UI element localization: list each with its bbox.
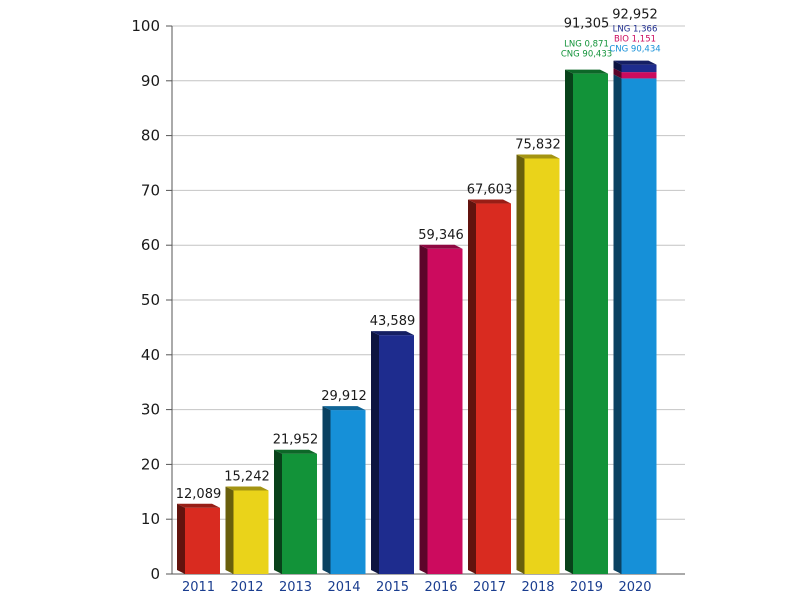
- bar-2019-front: [573, 73, 608, 575]
- bar-2020-cng-front: [621, 78, 657, 574]
- y-tick-label: 30: [141, 401, 160, 419]
- bar-2019-side: [565, 69, 573, 575]
- value-label-2016: 59,346: [418, 228, 464, 243]
- bar-2019-top: [565, 69, 608, 74]
- value-label-2011: 12,089: [176, 487, 222, 502]
- bar-2017-front: [476, 203, 511, 574]
- x-tick-label-2014: 2014: [327, 580, 360, 595]
- bar-2013-side: [274, 449, 282, 574]
- bar-2016-side: [419, 244, 428, 574]
- bar-2014-front: [330, 410, 366, 574]
- value-label-2014: 29,912: [321, 389, 367, 404]
- x-tick-label-2013: 2013: [279, 580, 312, 595]
- x-tick-label-2019: 2019: [570, 580, 603, 595]
- bar-2015-top: [371, 331, 414, 336]
- value-label-2020: 92,952: [612, 8, 658, 23]
- bar-2012: [225, 486, 269, 574]
- bar-2014-top: [322, 406, 366, 411]
- bar-2017-side: [468, 199, 476, 574]
- bar-2018-top: [516, 154, 560, 159]
- bar-2020-lng-side: [613, 60, 622, 73]
- bar-2020-bio-front: [621, 72, 657, 79]
- bar-2017-top: [468, 199, 511, 204]
- segment-label-2019-lng: LNG 0,871: [564, 40, 609, 50]
- bar-2012-top: [225, 486, 269, 491]
- bar-2015: [371, 331, 414, 574]
- segment-label-2020-cng: CNG 90,434: [609, 45, 660, 55]
- bar-2013: [274, 449, 317, 574]
- x-tick-label-2011: 2011: [182, 580, 215, 595]
- bar-2017: [468, 199, 511, 574]
- bar-2014-side: [322, 406, 331, 574]
- bar-2011-side: [177, 503, 185, 574]
- x-tick-label-2012: 2012: [230, 580, 263, 595]
- x-tick-label-2018: 2018: [521, 580, 554, 595]
- bars: [177, 60, 657, 575]
- bar-2018-side: [516, 154, 525, 574]
- bar-2016-front: [427, 248, 463, 574]
- bar-2019: [565, 69, 608, 575]
- x-tick-label-2015: 2015: [376, 580, 409, 595]
- y-tick-label: 40: [141, 346, 160, 364]
- x-tick-label-2016: 2016: [424, 580, 457, 595]
- y-tick-label: 20: [141, 455, 160, 473]
- bar-2013-top: [274, 449, 317, 454]
- y-tick-label: 80: [141, 127, 160, 145]
- bar-2014: [322, 406, 366, 574]
- value-label-2017: 67,603: [467, 183, 513, 198]
- bar-2013-front: [282, 453, 317, 574]
- bar-2020: [613, 60, 657, 574]
- bar-2020-cng-side: [613, 74, 622, 574]
- bar-2016: [419, 244, 463, 574]
- bar-2020-top: [613, 60, 657, 65]
- y-tick-label: 70: [141, 181, 160, 199]
- bar-2018: [516, 154, 560, 574]
- bar-2012-side: [225, 486, 234, 574]
- segment-label-2020-bio: BIO 1,151: [614, 35, 656, 45]
- y-tick-label: 0: [150, 565, 160, 583]
- value-label-2018: 75,832: [515, 137, 561, 152]
- y-axis-ticks: 0 10 20 30 40 50 60 70 80 90 100: [131, 17, 173, 583]
- bar-2018-front: [524, 158, 560, 574]
- bar-2011-front: [185, 507, 220, 574]
- segment-label-2020-lng: LNG 1,366: [613, 25, 658, 35]
- bar-2015-front: [379, 335, 414, 574]
- bar-2016-top: [419, 244, 463, 249]
- bar-2015-side: [371, 331, 379, 574]
- bar-2020-bio-side: [613, 68, 622, 79]
- x-tick-label-2020: 2020: [618, 580, 651, 595]
- segment-label-2019-cng: CNG 90,433: [561, 50, 612, 60]
- bar-2012-front: [233, 490, 269, 574]
- bar-2011-top: [177, 503, 220, 508]
- y-tick-label: 100: [131, 17, 160, 35]
- x-tick-label-2017: 2017: [473, 580, 506, 595]
- y-tick-label: 60: [141, 236, 160, 254]
- y-tick-label: 90: [141, 72, 160, 90]
- bar-2011: [177, 503, 220, 574]
- value-label-2012: 15,242: [224, 469, 270, 484]
- y-tick-label: 50: [141, 291, 160, 309]
- bar-2020-lng-front: [621, 64, 657, 73]
- y-tick-label: 10: [141, 510, 160, 528]
- value-label-2013: 21,952: [273, 433, 319, 448]
- value-label-2015: 43,589: [370, 314, 416, 329]
- x-axis-ticks: 2011 2012 2013 2014 2015 2016 2017 2018 2019 2020: [182, 580, 652, 595]
- value-label-2019: 91,305: [564, 17, 610, 32]
